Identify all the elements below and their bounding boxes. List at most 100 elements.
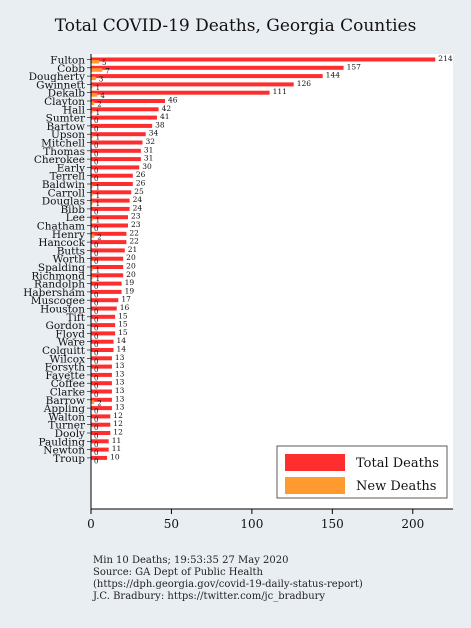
label-new-clarke: 0 xyxy=(94,391,98,399)
bar-total-henry xyxy=(91,231,127,236)
label-total-richmond: 20 xyxy=(126,270,136,279)
label-new-randolph: 0 xyxy=(94,283,98,291)
label-new-barrow: 2 xyxy=(97,399,101,407)
new-deaths-value-labels: 5731421001000001110102000110000000000000… xyxy=(94,59,110,465)
label-total-bibb: 24 xyxy=(133,203,143,212)
bar-total-cherokee xyxy=(91,157,141,162)
label-new-hall: 1 xyxy=(96,109,100,117)
county-label-richmond: Richmond xyxy=(31,270,85,282)
x-tick-label-50: 50 xyxy=(164,517,179,531)
footer-notes: Min 10 Deaths; 19:53:35 27 May 2020 Sour… xyxy=(93,555,363,603)
label-new-muscogee: 0 xyxy=(94,300,98,308)
bar-total-clarke xyxy=(91,389,112,394)
label-new-paulding: 0 xyxy=(94,441,98,449)
county-label-gordon: Gordon xyxy=(45,320,85,332)
bar-total-randolph xyxy=(91,281,122,286)
bar-total-fulton xyxy=(91,57,436,62)
county-label-sumter: Sumter xyxy=(46,113,86,125)
label-new-wilcox: 0 xyxy=(94,358,98,366)
county-label-early: Early xyxy=(57,162,85,174)
label-total-clayton: 46 xyxy=(168,96,178,105)
legend-label-total: Total Deaths xyxy=(356,456,439,471)
label-new-upson: 1 xyxy=(96,134,100,142)
label-total-coffee: 13 xyxy=(115,378,125,387)
bar-new-gwinnett xyxy=(91,84,93,89)
county-label-colquitt: Colquitt xyxy=(42,345,86,357)
label-total-muscogee: 17 xyxy=(121,295,131,304)
label-total-chatham: 23 xyxy=(131,220,141,229)
bar-total-houston xyxy=(91,306,117,311)
bar-new-clayton xyxy=(91,101,95,105)
label-new-newton: 0 xyxy=(94,449,98,457)
bar-new-henry xyxy=(91,234,95,238)
bar-total-barrow xyxy=(91,397,112,402)
county-label-fulton: Fulton xyxy=(50,55,85,67)
label-new-coffee: 0 xyxy=(94,383,98,391)
bar-total-spalding xyxy=(91,265,124,269)
county-label-chatham: Chatham xyxy=(37,221,85,233)
bar-total-butts xyxy=(91,248,125,253)
bar-total-chatham xyxy=(91,223,129,228)
bar-new-dougherty xyxy=(91,76,96,81)
plot-area xyxy=(91,54,453,509)
bar-new-fulton xyxy=(91,60,100,64)
bar-total-terrell xyxy=(91,173,133,178)
county-label-upson: Upson xyxy=(51,129,85,141)
bar-new-hall xyxy=(91,109,93,114)
county-label-cobb: Cobb xyxy=(57,63,85,75)
x-axis-ticks: 0 50 100 150 200 xyxy=(87,509,424,531)
label-total-lee: 23 xyxy=(131,212,141,221)
bar-total-early xyxy=(91,165,140,170)
bar-total-gordon xyxy=(91,323,116,328)
label-new-appling: 0 xyxy=(94,408,98,416)
bar-total-paulding xyxy=(91,439,109,444)
bar-total-walton xyxy=(91,414,111,419)
label-total-colquitt: 14 xyxy=(117,345,127,354)
bar-new-cobb xyxy=(91,68,103,72)
label-total-dougherty: 144 xyxy=(326,71,341,80)
label-new-terrell: 0 xyxy=(94,175,98,183)
label-total-randolph: 19 xyxy=(125,278,135,287)
chart-title: Total COVID-19 Deaths, Georgia Counties xyxy=(54,16,417,36)
label-total-fulton: 214 xyxy=(438,54,453,63)
label-new-dooly: 0 xyxy=(94,433,98,441)
bar-new-dekalb xyxy=(91,93,98,97)
label-total-hancock: 22 xyxy=(129,237,139,246)
county-label-bibb: Bibb xyxy=(60,204,85,216)
label-total-gwinnett: 126 xyxy=(297,79,312,88)
label-total-houston: 16 xyxy=(120,303,130,312)
label-total-clarke: 13 xyxy=(115,386,125,395)
new-deaths-bars xyxy=(91,60,103,404)
county-label-carroll: Carroll xyxy=(48,187,86,199)
label-new-douglas: 1 xyxy=(96,200,100,208)
label-new-tift: 0 xyxy=(94,316,98,324)
label-total-early: 30 xyxy=(142,162,152,171)
label-new-forsyth: 0 xyxy=(94,366,98,374)
county-label-baldwin: Baldwin xyxy=(42,179,85,191)
bar-total-floyd xyxy=(91,331,116,336)
bar-total-appling xyxy=(91,406,112,411)
county-label-bartow: Bartow xyxy=(46,121,85,133)
label-total-henry: 22 xyxy=(129,228,139,237)
label-total-gordon: 15 xyxy=(118,320,128,329)
county-label-barrow: Barrow xyxy=(46,395,85,407)
bar-total-newton xyxy=(91,447,109,452)
county-label-turner: Turner xyxy=(48,420,86,432)
bar-new-lee xyxy=(91,217,93,222)
x-tick-label-0: 0 xyxy=(87,517,95,531)
county-label-clayton: Clayton xyxy=(44,96,85,108)
county-label-gwinnett: Gwinnett xyxy=(36,79,86,91)
label-new-baldwin: 1 xyxy=(96,184,100,192)
bar-total-habersham xyxy=(91,289,122,294)
label-new-richmond: 1 xyxy=(96,275,100,283)
bar-total-bartow xyxy=(91,123,153,128)
label-total-cherokee: 31 xyxy=(144,154,154,163)
label-total-floyd: 15 xyxy=(118,328,128,337)
label-new-fulton: 5 xyxy=(102,59,106,67)
label-total-thomas: 31 xyxy=(144,145,154,154)
label-total-wilcox: 13 xyxy=(115,353,125,362)
label-total-dekalb: 111 xyxy=(273,87,287,96)
label-new-carroll: 1 xyxy=(96,192,100,200)
x-tick-label-100: 100 xyxy=(240,517,263,531)
